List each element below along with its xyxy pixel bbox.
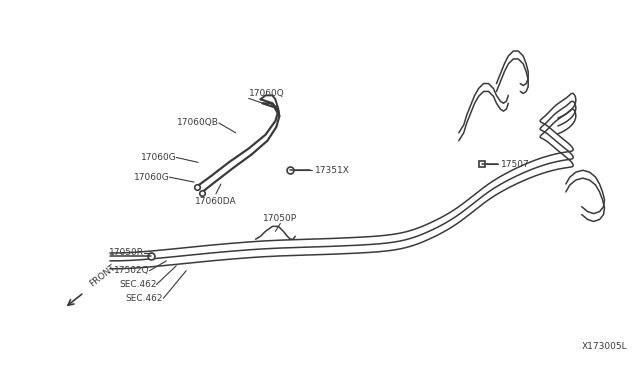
Text: 17060Q: 17060Q [248, 89, 284, 98]
Text: 17060G: 17060G [134, 173, 170, 182]
Text: 17050P: 17050P [263, 214, 298, 224]
Text: 17060G: 17060G [141, 153, 176, 162]
Text: 17050R: 17050R [109, 248, 143, 257]
Text: 17502Q: 17502Q [114, 266, 150, 275]
Text: 17060DA: 17060DA [195, 197, 237, 206]
Text: SEC.462: SEC.462 [119, 280, 156, 289]
Text: 17060QB: 17060QB [177, 118, 219, 128]
Text: FRONT: FRONT [88, 263, 118, 288]
Text: X173005L: X173005L [582, 343, 627, 352]
Text: 17507: 17507 [501, 160, 530, 169]
Text: SEC.462: SEC.462 [126, 294, 163, 303]
Text: 17351X: 17351X [315, 166, 350, 175]
